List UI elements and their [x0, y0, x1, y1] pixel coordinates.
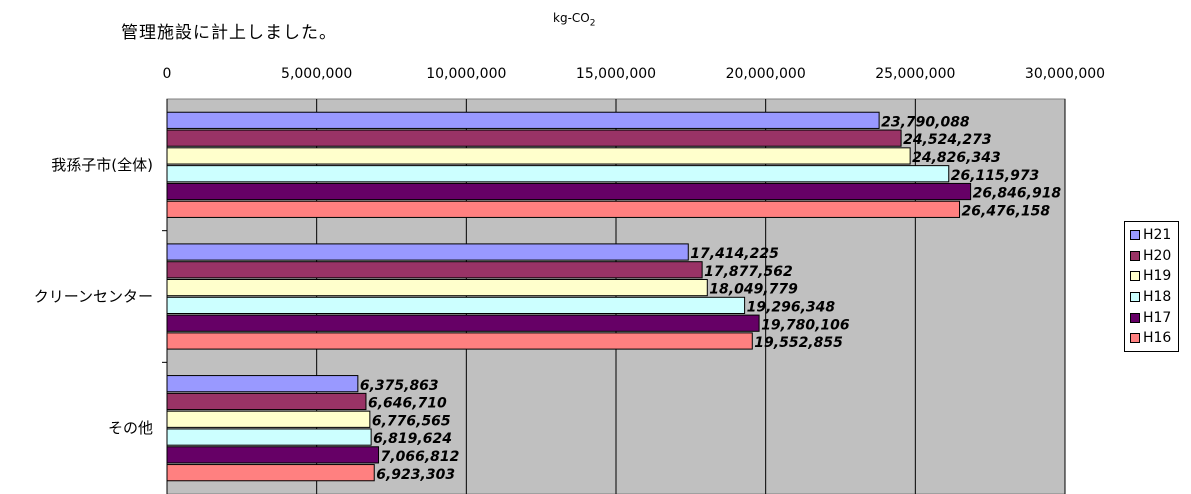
data-label: 24,524,273 [903, 132, 992, 148]
unit-label: kg-CO2 [553, 11, 595, 28]
legend-label: H20 [1143, 247, 1172, 264]
bar [166, 296, 746, 314]
chart-legend: H21 H20 H19 H18 H17 H16 [1124, 221, 1179, 352]
body-text: 管理施設に計上しました。 [121, 23, 337, 43]
legend-label: H16 [1143, 330, 1172, 347]
data-label: 6,923,303 [376, 467, 455, 483]
bar [166, 428, 372, 446]
bar [166, 332, 753, 350]
legend-swatch [1130, 271, 1140, 282]
legend-swatch [1130, 292, 1140, 303]
bar [166, 279, 708, 297]
bar [166, 314, 760, 332]
x-tick-label: 25,000,000 [875, 66, 955, 82]
unit-subscript: 2 [589, 18, 596, 29]
category-label: その他 [108, 419, 153, 437]
bar [166, 261, 703, 279]
bar [166, 464, 375, 482]
bar [166, 129, 902, 147]
data-label: 19,780,106 [761, 317, 850, 333]
legend-item: H19 [1125, 266, 1178, 287]
bar [166, 375, 359, 393]
bar [166, 111, 880, 129]
legend-swatch [1130, 230, 1140, 241]
legend-label: H19 [1143, 268, 1172, 285]
legend-item: H20 [1125, 246, 1178, 267]
data-label: 19,296,348 [747, 300, 836, 316]
legend-swatch [1130, 333, 1140, 344]
category-label: クリーンセンター [34, 288, 153, 306]
legend-item: H18 [1125, 287, 1178, 308]
data-label: 7,066,812 [381, 449, 460, 465]
legend-item: H16 [1125, 328, 1178, 349]
x-tick-label: 0 [163, 66, 172, 82]
legend-label: H21 [1143, 227, 1172, 244]
bar [166, 446, 380, 464]
x-tick-label: 5,000,000 [281, 66, 352, 82]
data-label: 6,375,863 [360, 378, 439, 394]
bar [166, 147, 911, 165]
bar [166, 392, 367, 411]
legend-swatch [1130, 250, 1140, 261]
data-label: 6,776,565 [372, 413, 451, 429]
data-label: 26,476,158 [962, 203, 1051, 219]
bar [166, 410, 371, 428]
unit-main: kg-CO [553, 11, 590, 25]
legend-label: H17 [1143, 309, 1172, 326]
data-label: 18,049,779 [709, 282, 798, 298]
data-label: 17,877,562 [704, 264, 793, 280]
bar [166, 200, 961, 218]
bar [166, 243, 689, 261]
legend-swatch [1130, 312, 1140, 323]
bar [166, 165, 950, 183]
x-tick-label: 10,000,000 [426, 66, 506, 82]
data-label: 17,414,225 [690, 246, 779, 262]
legend-label: H18 [1143, 289, 1172, 306]
legend-item: H17 [1125, 307, 1178, 328]
x-tick-label: 20,000,000 [726, 66, 806, 82]
data-label: 24,826,343 [912, 150, 1001, 166]
x-tick-label: 30,000,000 [1025, 66, 1105, 82]
category-label: 我孫子市(全体) [51, 156, 153, 174]
data-label: 6,646,710 [368, 396, 447, 412]
data-label: 26,846,918 [973, 186, 1062, 202]
bar [166, 182, 972, 201]
data-label: 23,790,088 [881, 114, 970, 130]
data-label: 19,552,855 [754, 335, 843, 351]
data-label: 26,115,973 [951, 168, 1040, 184]
legend-item: H21 [1125, 225, 1178, 246]
x-tick-label: 15,000,000 [576, 66, 656, 82]
data-label: 6,819,624 [373, 431, 452, 447]
